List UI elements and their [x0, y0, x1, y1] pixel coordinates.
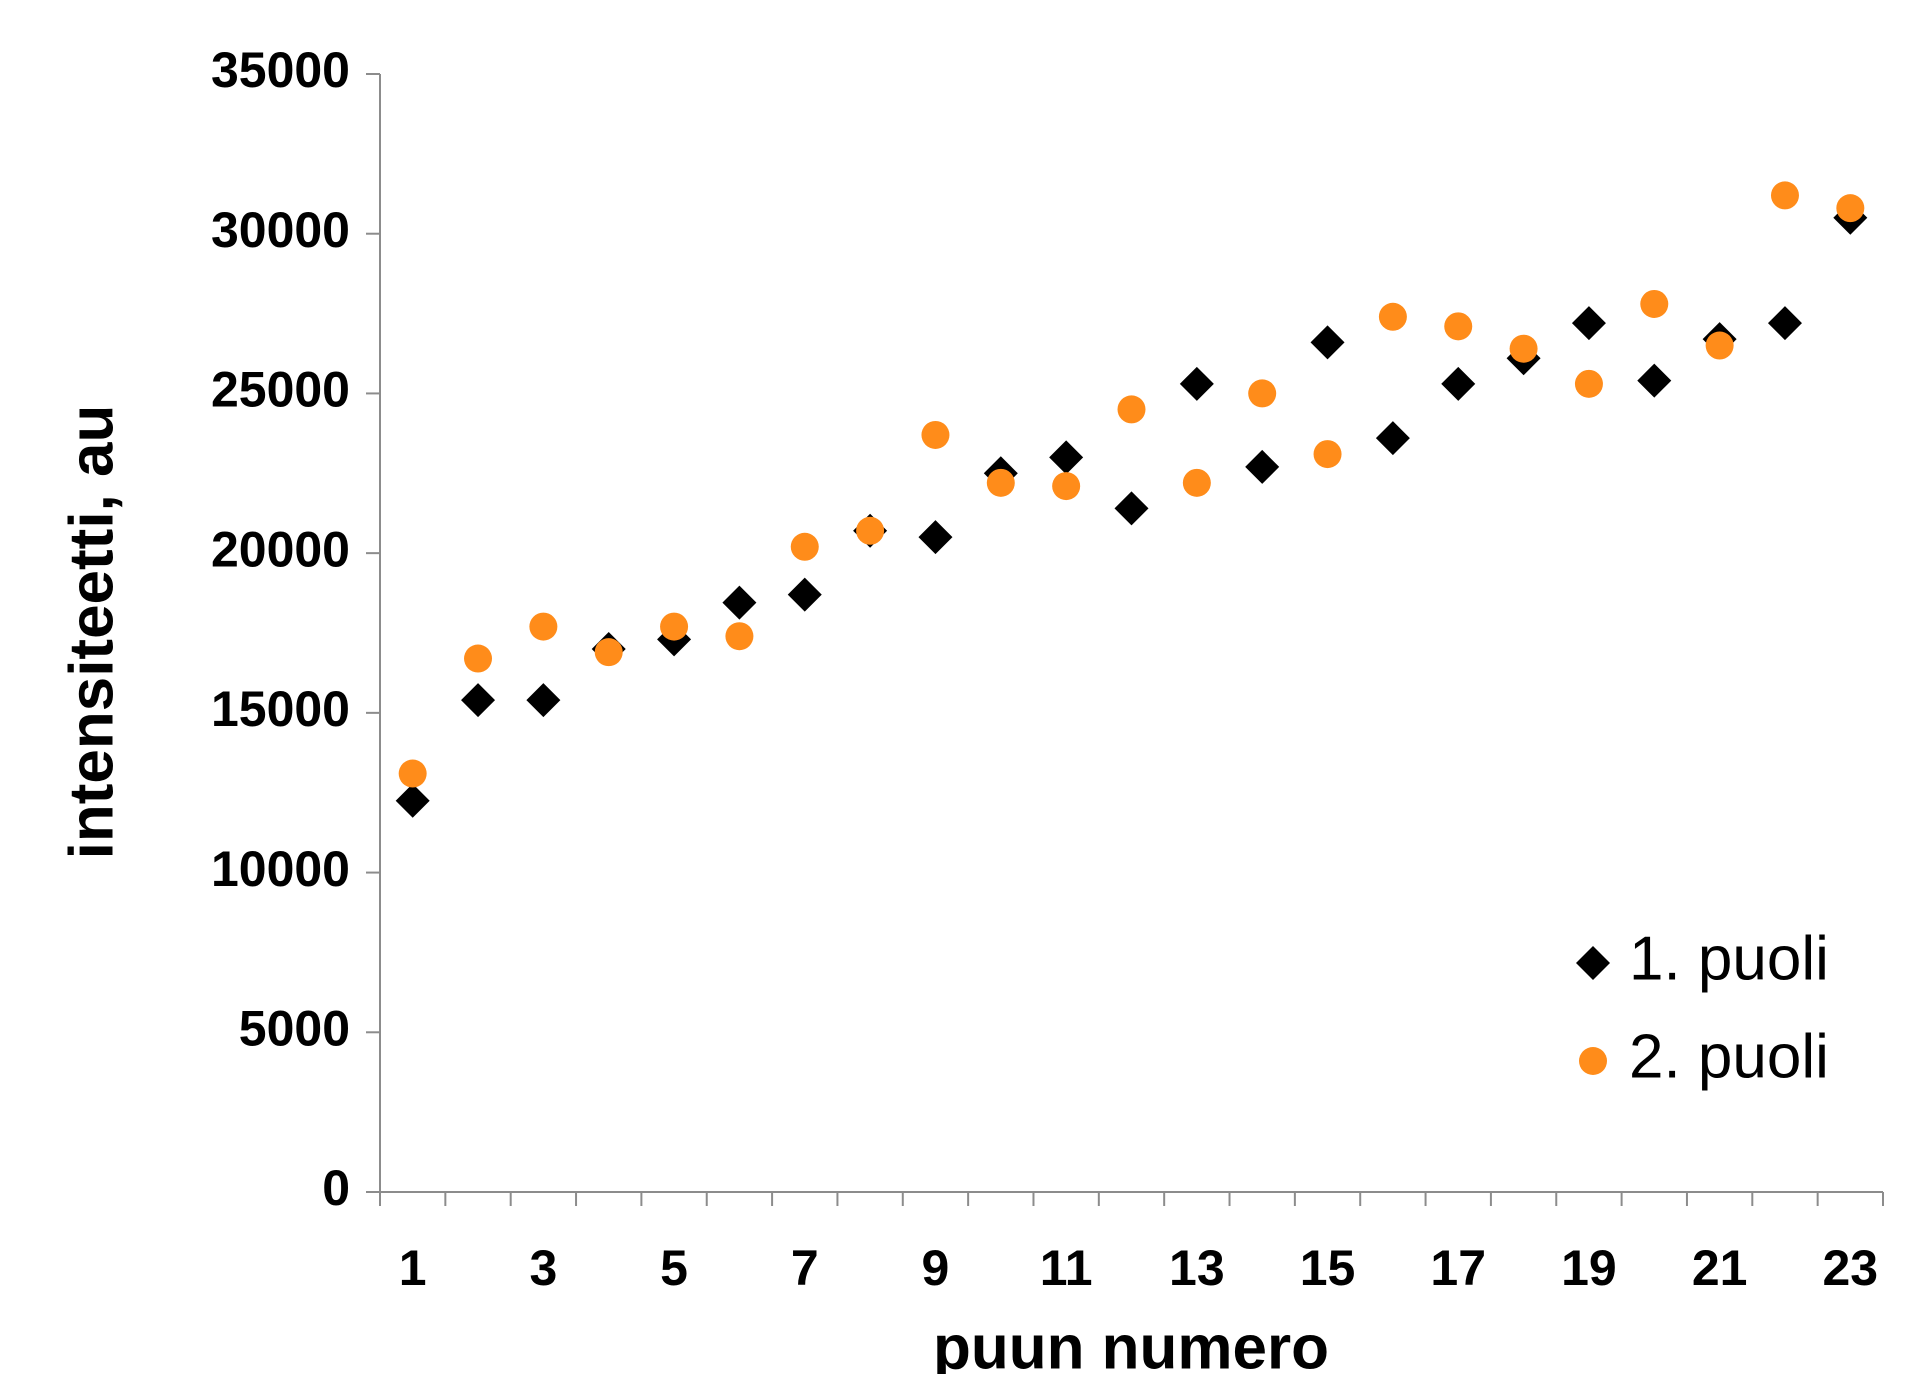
data-point — [1574, 369, 1603, 398]
data-point — [1114, 491, 1149, 526]
data-point — [398, 759, 427, 788]
data-point — [1375, 421, 1410, 456]
legend-marker — [1576, 946, 1610, 980]
y-tick-label: 35000 — [211, 42, 350, 98]
y-tick-label: 10000 — [211, 841, 350, 897]
x-tick-label: 17 — [1430, 1240, 1486, 1296]
x-tick-label: 7 — [791, 1240, 819, 1296]
data-point — [1637, 363, 1672, 398]
y-tick-label: 0 — [322, 1160, 350, 1216]
data-point — [1705, 331, 1734, 360]
data-point — [787, 577, 822, 612]
x-axis-title: puun numero — [933, 1313, 1329, 1374]
data-point — [921, 420, 950, 449]
data-point — [1179, 366, 1214, 401]
x-tick-label: 15 — [1300, 1240, 1356, 1296]
data-point — [1571, 306, 1606, 341]
legend-marker — [1579, 1047, 1607, 1075]
data-point — [1117, 395, 1146, 424]
x-tick-label: 21 — [1692, 1240, 1748, 1296]
x-tick-label: 11 — [1040, 1240, 1093, 1296]
data-point — [722, 585, 757, 620]
data-point — [1052, 472, 1081, 501]
data-point — [1313, 440, 1342, 469]
data-point — [1049, 440, 1084, 475]
data-point — [986, 468, 1015, 497]
data-point — [660, 612, 689, 641]
data-point — [1248, 379, 1277, 408]
x-tick-label: 19 — [1561, 1240, 1617, 1296]
data-point — [1245, 449, 1280, 484]
x-tick-label: 9 — [922, 1240, 950, 1296]
x-tick-label: 23 — [1823, 1240, 1879, 1296]
x-tick-label: 3 — [529, 1240, 557, 1296]
data-point — [725, 622, 754, 651]
data-point — [790, 532, 819, 561]
data-point — [1444, 312, 1473, 341]
data-point — [1378, 302, 1407, 331]
data-point — [856, 516, 885, 545]
data-point — [918, 520, 953, 555]
x-tick-label: 1 — [399, 1240, 427, 1296]
data-point — [1509, 334, 1538, 363]
data-point — [1441, 366, 1476, 401]
legend-text: 1. puoli — [1629, 924, 1829, 993]
data-point — [529, 612, 558, 641]
x-tick-label: 13 — [1169, 1240, 1225, 1296]
data-point — [1836, 194, 1865, 223]
data-point — [1770, 181, 1799, 210]
y-tick-label: 20000 — [211, 521, 350, 577]
data-point — [526, 683, 561, 718]
data-point — [395, 783, 430, 818]
data-point — [1182, 468, 1211, 497]
y-tick-label: 30000 — [211, 202, 350, 258]
x-tick-label: 5 — [660, 1240, 688, 1296]
y-tick-label: 5000 — [239, 1000, 350, 1056]
legend-text: 2. puoli — [1629, 1022, 1829, 1091]
data-point — [464, 644, 493, 673]
data-point — [1640, 289, 1669, 318]
data-point — [461, 683, 496, 718]
y-axis-title: intensiteetti, au — [57, 405, 126, 860]
data-point — [1310, 325, 1345, 360]
y-tick-label: 25000 — [211, 362, 350, 418]
data-point — [594, 638, 623, 667]
data-point — [1767, 306, 1802, 341]
y-tick-label: 15000 — [211, 681, 350, 737]
